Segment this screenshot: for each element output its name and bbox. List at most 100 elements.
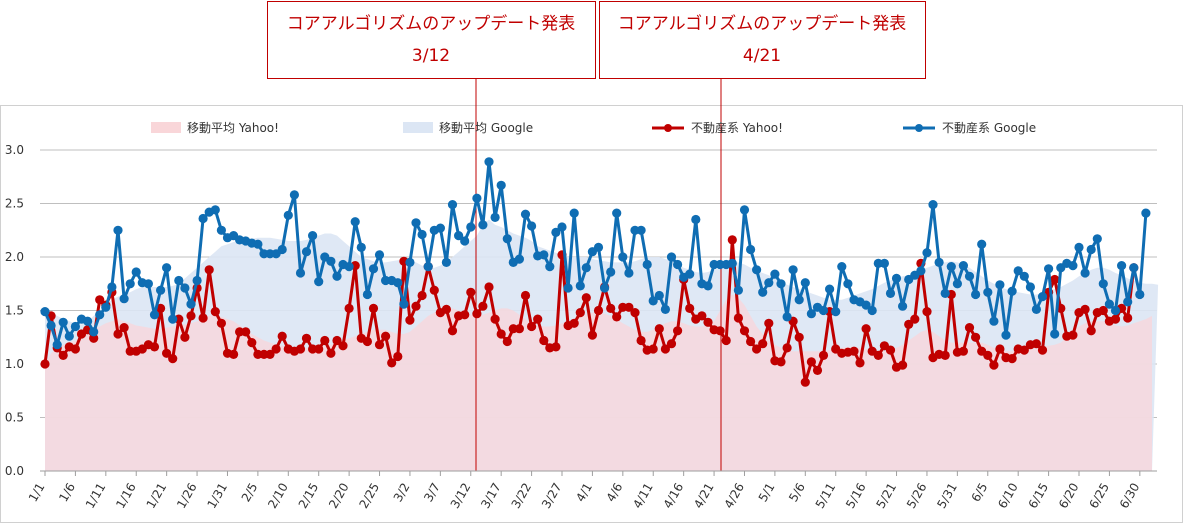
point-google bbox=[1001, 330, 1011, 340]
point-yahoo bbox=[818, 350, 829, 360]
point-yahoo bbox=[1086, 326, 1096, 336]
point-yahoo bbox=[1068, 330, 1078, 340]
point-google bbox=[417, 229, 427, 240]
point-google bbox=[362, 289, 372, 300]
point-google bbox=[1092, 234, 1102, 244]
point-yahoo bbox=[855, 358, 865, 368]
point-google bbox=[593, 242, 604, 252]
point-google bbox=[1110, 305, 1121, 316]
point-yahoo bbox=[1110, 314, 1121, 324]
point-google bbox=[867, 305, 877, 316]
point-yahoo bbox=[940, 350, 950, 360]
point-google bbox=[551, 227, 561, 237]
point-yahoo bbox=[204, 265, 214, 275]
point-google bbox=[52, 340, 62, 350]
point-yahoo bbox=[885, 345, 896, 355]
legend: 移動平均 Yahoo! 移動平均 Google 不動産系 Yahoo! 不動産系… bbox=[151, 120, 1036, 135]
point-google bbox=[216, 225, 226, 235]
point-yahoo bbox=[301, 333, 312, 343]
point-google bbox=[995, 280, 1005, 290]
point-yahoo bbox=[660, 344, 671, 354]
point-google bbox=[922, 248, 932, 258]
point-google bbox=[636, 225, 646, 235]
point-google bbox=[423, 262, 433, 272]
point-google bbox=[612, 208, 622, 218]
point-yahoo bbox=[368, 303, 379, 313]
point-google bbox=[101, 302, 111, 312]
point-google bbox=[1037, 292, 1048, 302]
point-yahoo bbox=[733, 313, 744, 323]
point-yahoo bbox=[405, 315, 415, 325]
point-yahoo bbox=[539, 335, 549, 346]
point-yahoo bbox=[904, 319, 914, 329]
area-ma-yahoo bbox=[45, 294, 1152, 471]
point-yahoo bbox=[472, 309, 482, 319]
point-google bbox=[192, 275, 202, 286]
point-yahoo bbox=[527, 321, 537, 332]
point-google bbox=[502, 234, 512, 244]
point-google bbox=[454, 231, 464, 241]
point-yahoo bbox=[989, 360, 999, 370]
point-yahoo bbox=[277, 331, 287, 341]
point-google bbox=[782, 312, 792, 322]
point-yahoo bbox=[533, 314, 543, 324]
point-yahoo bbox=[119, 323, 129, 333]
point-yahoo bbox=[295, 344, 306, 354]
point-google bbox=[928, 200, 938, 210]
point-google bbox=[1007, 286, 1017, 296]
point-google bbox=[666, 252, 677, 262]
point-yahoo bbox=[393, 351, 403, 362]
point-yahoo bbox=[441, 304, 451, 314]
moving-average-areas bbox=[45, 219, 1159, 471]
point-yahoo bbox=[612, 312, 622, 322]
point-yahoo bbox=[490, 314, 500, 324]
annotation-2-title: コアアルゴリズムのアップデート発表 bbox=[618, 13, 907, 34]
point-yahoo bbox=[387, 358, 397, 368]
point-yahoo bbox=[1098, 305, 1108, 316]
point-yahoo bbox=[806, 357, 817, 367]
point-google bbox=[764, 278, 774, 288]
point-yahoo bbox=[715, 326, 725, 336]
point-google bbox=[399, 299, 409, 309]
point-google bbox=[1013, 266, 1023, 276]
point-yahoo bbox=[964, 323, 975, 333]
point-google bbox=[660, 304, 671, 314]
point-yahoo bbox=[429, 285, 439, 295]
legend-label-google: 不動産系 Google bbox=[942, 120, 1036, 135]
point-yahoo bbox=[739, 326, 750, 336]
point-google bbox=[1086, 244, 1096, 255]
point-google bbox=[575, 281, 585, 291]
point-yahoo bbox=[782, 343, 792, 353]
point-yahoo bbox=[794, 332, 804, 342]
point-yahoo bbox=[496, 329, 506, 339]
point-google bbox=[283, 210, 293, 220]
point-yahoo bbox=[466, 287, 476, 297]
point-yahoo bbox=[624, 302, 634, 312]
point-google bbox=[527, 221, 537, 231]
point-yahoo bbox=[673, 326, 683, 336]
annotation-box-1: コアアルゴリズムのアップデート発表 3/12 bbox=[267, 1, 596, 79]
point-google bbox=[64, 331, 74, 341]
point-google bbox=[891, 273, 902, 283]
legend-swatch-ma-google bbox=[403, 122, 433, 133]
point-yahoo bbox=[703, 317, 713, 327]
legend-item-yahoo: 不動産系 Yahoo! bbox=[652, 120, 783, 135]
point-yahoo bbox=[58, 350, 68, 360]
annotation-lines bbox=[475, 79, 722, 471]
point-yahoo bbox=[587, 330, 598, 340]
point-yahoo bbox=[727, 235, 737, 245]
point-yahoo bbox=[636, 335, 646, 346]
annotation-1-date: 3/12 bbox=[412, 46, 450, 66]
point-google bbox=[332, 271, 342, 281]
point-yahoo bbox=[374, 340, 385, 350]
point-google bbox=[648, 296, 658, 306]
point-yahoo bbox=[95, 295, 105, 305]
legend-label-yahoo: 不動産系 Yahoo! bbox=[691, 120, 783, 135]
series-line-yahoo bbox=[43, 238, 1136, 384]
point-yahoo bbox=[764, 318, 774, 328]
point-yahoo bbox=[40, 359, 50, 369]
point-google bbox=[119, 294, 129, 304]
point-google bbox=[308, 231, 318, 241]
point-google bbox=[831, 307, 841, 317]
point-google bbox=[393, 278, 403, 288]
